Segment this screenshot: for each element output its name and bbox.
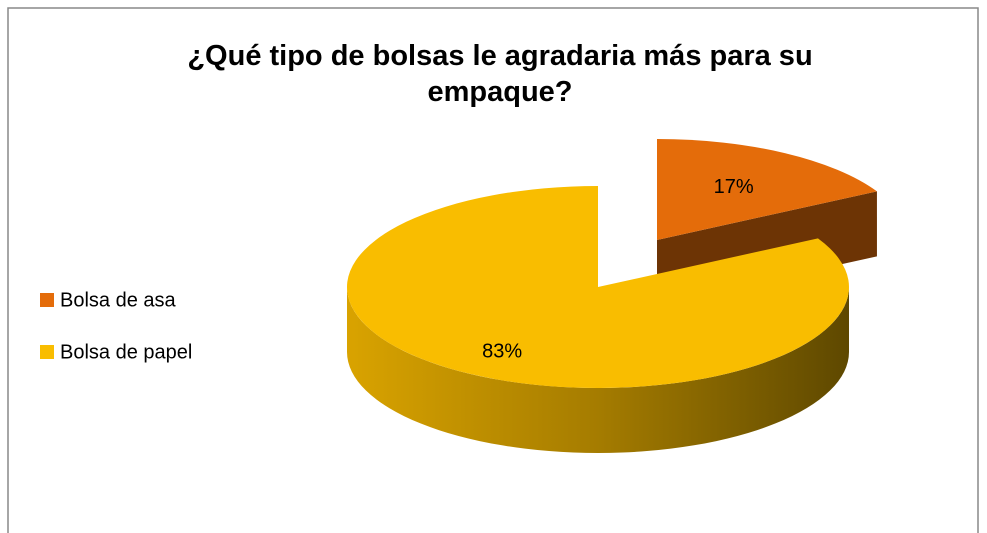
slice xyxy=(347,186,850,388)
data-label: 17% xyxy=(714,176,754,198)
legend-swatch xyxy=(40,345,54,359)
legend-swatch xyxy=(40,293,54,307)
slice xyxy=(657,139,877,240)
legend-label: Bolsa de asa xyxy=(60,289,177,311)
legend-label: Bolsa de papel xyxy=(60,341,192,363)
chart-border xyxy=(7,7,979,533)
chart-title: ¿Qué tipo de bolsas le agradaria más par… xyxy=(187,40,813,108)
slice-side xyxy=(347,287,849,453)
data-label: 83% xyxy=(482,340,522,362)
